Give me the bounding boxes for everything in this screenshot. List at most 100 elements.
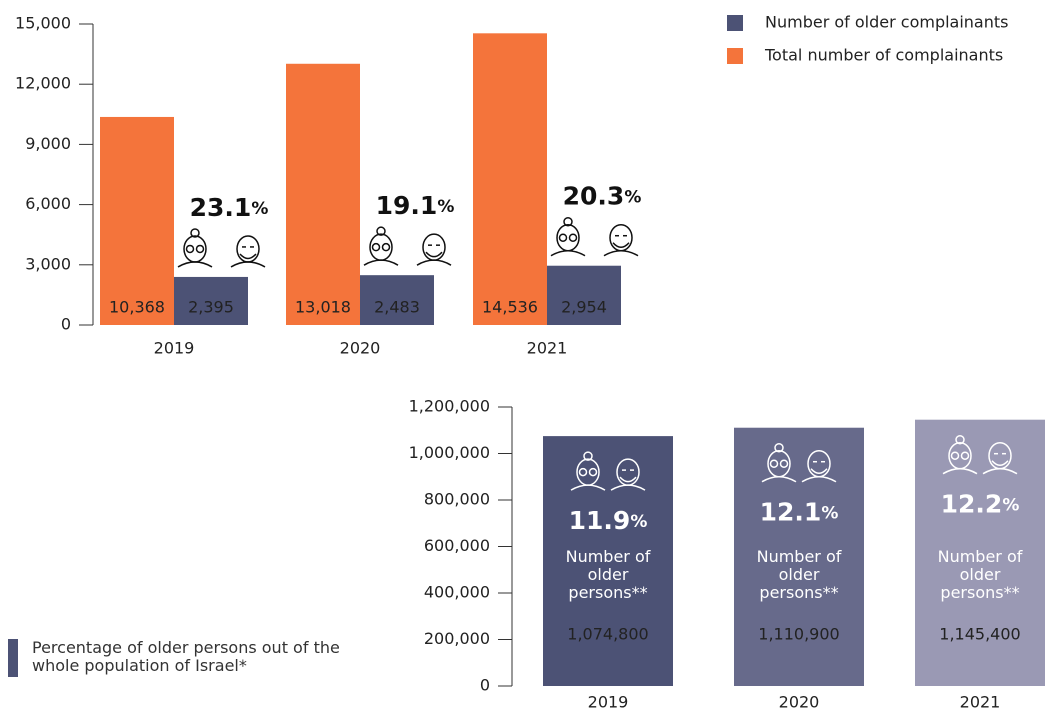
bar [360, 275, 434, 325]
icon-head [609, 223, 633, 252]
person-icon [942, 434, 978, 475]
icon-beard [619, 476, 637, 483]
y-tick-label: 200,000 [424, 629, 490, 648]
y-tick-label: 0 [61, 315, 71, 334]
icon-bun [774, 442, 784, 453]
person-icon [570, 451, 606, 491]
icon-beard [991, 460, 1009, 466]
icon-bun [563, 216, 573, 227]
icon-glass [568, 233, 578, 242]
percent-label: 19.1% [376, 191, 455, 220]
icon-head [576, 458, 600, 486]
y-tick-label: 12,000 [15, 74, 71, 93]
legend-swatch [727, 48, 743, 64]
percent-sign: % [630, 512, 647, 532]
percent-label: 12.2% [941, 490, 1020, 519]
bar [543, 436, 673, 686]
person-icon [177, 228, 213, 268]
icon-head [948, 441, 972, 470]
icon-glass [769, 459, 779, 468]
value-label: 10,368 [109, 298, 165, 317]
x-tick-label: 2020 [340, 339, 381, 358]
icon-head [422, 233, 446, 261]
person-icon [982, 441, 1018, 475]
legend-swatch [8, 639, 18, 677]
bar [174, 276, 248, 325]
icon-glass [588, 467, 598, 477]
icon-glass [779, 459, 789, 468]
bar [547, 265, 621, 325]
person-icon [761, 442, 797, 483]
icon-glass [381, 242, 391, 252]
y-tick-label: 1,200,000 [409, 397, 490, 416]
percent-number: 19.1 [376, 191, 438, 220]
person-icon [363, 226, 399, 266]
icon-head [807, 449, 831, 478]
y-tick-label: 3,000 [25, 254, 71, 273]
y-tick-label: 600,000 [424, 536, 490, 555]
y-tick-label: 15,000 [15, 14, 71, 33]
x-tick-label: 2021 [960, 693, 1001, 711]
y-tick-label: 9,000 [25, 134, 71, 153]
value-label: 1,110,900 [758, 625, 839, 644]
person-icon [230, 235, 266, 268]
icon-head [988, 441, 1012, 470]
percent-sign: % [251, 199, 268, 219]
icon-bun [376, 226, 386, 236]
value-label: 1,074,800 [567, 625, 648, 644]
x-tick-label: 2021 [527, 339, 568, 358]
x-tick-label: 2019 [154, 339, 195, 358]
bar [286, 63, 360, 326]
bar [734, 427, 864, 686]
bar-label: Number of older persons** [937, 547, 1023, 602]
bar-label: Number of older persons** [756, 547, 842, 602]
legend-label: Percentage of older persons out of the w… [32, 638, 340, 675]
percent-number: 12.2 [941, 490, 1003, 519]
percent-label: 23.1% [190, 193, 269, 222]
y-tick-label: 800,000 [424, 490, 490, 509]
y-tick-label: 0 [480, 676, 490, 695]
icon-beard [612, 242, 630, 248]
icon-head [236, 235, 260, 263]
percent-sign: % [437, 197, 454, 217]
icon-glass [371, 242, 381, 252]
bar-label: Number of older persons** [565, 547, 651, 602]
icon-head [767, 449, 791, 478]
percent-sign: % [1002, 496, 1019, 516]
x-tick-label: 2020 [779, 693, 820, 711]
value-label: 1,145,400 [939, 625, 1020, 644]
icon-head [616, 458, 640, 486]
person-icon [416, 233, 452, 266]
icon-glass [195, 244, 205, 254]
icon-bun [190, 228, 200, 238]
y-tick-label: 1,000,000 [409, 443, 490, 462]
icon-bun [955, 434, 965, 445]
value-label: 14,536 [482, 298, 538, 317]
percent-number: 23.1 [190, 193, 252, 222]
percent-label: 20.3% [563, 182, 642, 211]
person-icon [801, 449, 837, 483]
icon-glass [960, 451, 970, 460]
icon-glass [185, 244, 195, 254]
legend-swatch [727, 15, 743, 31]
icon-head [183, 235, 207, 263]
percent-sign: % [624, 188, 641, 208]
value-label: 2,954 [561, 298, 607, 317]
percent-number: 12.1 [760, 498, 822, 527]
value-label: 2,395 [188, 298, 234, 317]
icon-glass [950, 451, 960, 460]
icon-glass [578, 467, 588, 477]
percent-label: 11.9% [569, 506, 648, 535]
icon-beard [425, 251, 443, 258]
bar [473, 33, 547, 325]
person-icon [610, 458, 646, 491]
icon-glass [558, 233, 568, 242]
icon-head [369, 233, 393, 261]
legend-label: Total number of complainants [764, 46, 1003, 65]
percent-label: 12.1% [760, 498, 839, 527]
bar [915, 419, 1045, 686]
person-icon [603, 223, 639, 257]
percent-sign: % [821, 504, 838, 524]
